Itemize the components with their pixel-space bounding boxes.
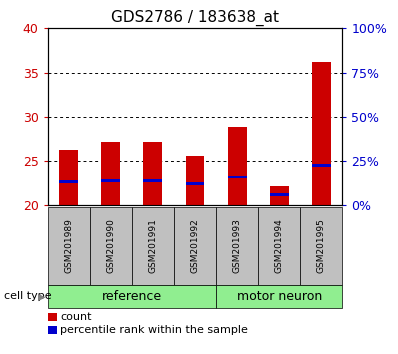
Text: GSM201992: GSM201992 — [191, 219, 199, 273]
Bar — [59, 149, 78, 205]
Text: percentile rank within the sample: percentile rank within the sample — [60, 325, 248, 335]
Bar — [312, 62, 331, 205]
Bar — [270, 186, 289, 205]
Bar — [59, 180, 78, 183]
Bar — [228, 176, 246, 178]
Bar — [185, 156, 205, 205]
Text: GSM201991: GSM201991 — [148, 218, 158, 274]
Text: GSM201994: GSM201994 — [275, 219, 284, 273]
Bar — [228, 127, 246, 205]
Text: GSM201993: GSM201993 — [232, 218, 242, 274]
Bar — [312, 164, 331, 167]
Bar — [143, 142, 162, 205]
Bar — [185, 182, 205, 184]
Text: GSM201990: GSM201990 — [106, 218, 115, 274]
Text: ▶: ▶ — [38, 291, 45, 302]
Title: GDS2786 / 183638_at: GDS2786 / 183638_at — [111, 9, 279, 25]
Bar — [270, 193, 289, 196]
Bar — [143, 179, 162, 182]
Bar — [101, 179, 120, 182]
Bar — [101, 142, 120, 205]
Text: GSM201989: GSM201989 — [64, 218, 73, 274]
Text: count: count — [60, 312, 92, 322]
Text: reference: reference — [102, 290, 162, 303]
Text: GSM201995: GSM201995 — [317, 218, 326, 274]
Text: cell type: cell type — [4, 291, 52, 302]
Text: motor neuron: motor neuron — [236, 290, 322, 303]
